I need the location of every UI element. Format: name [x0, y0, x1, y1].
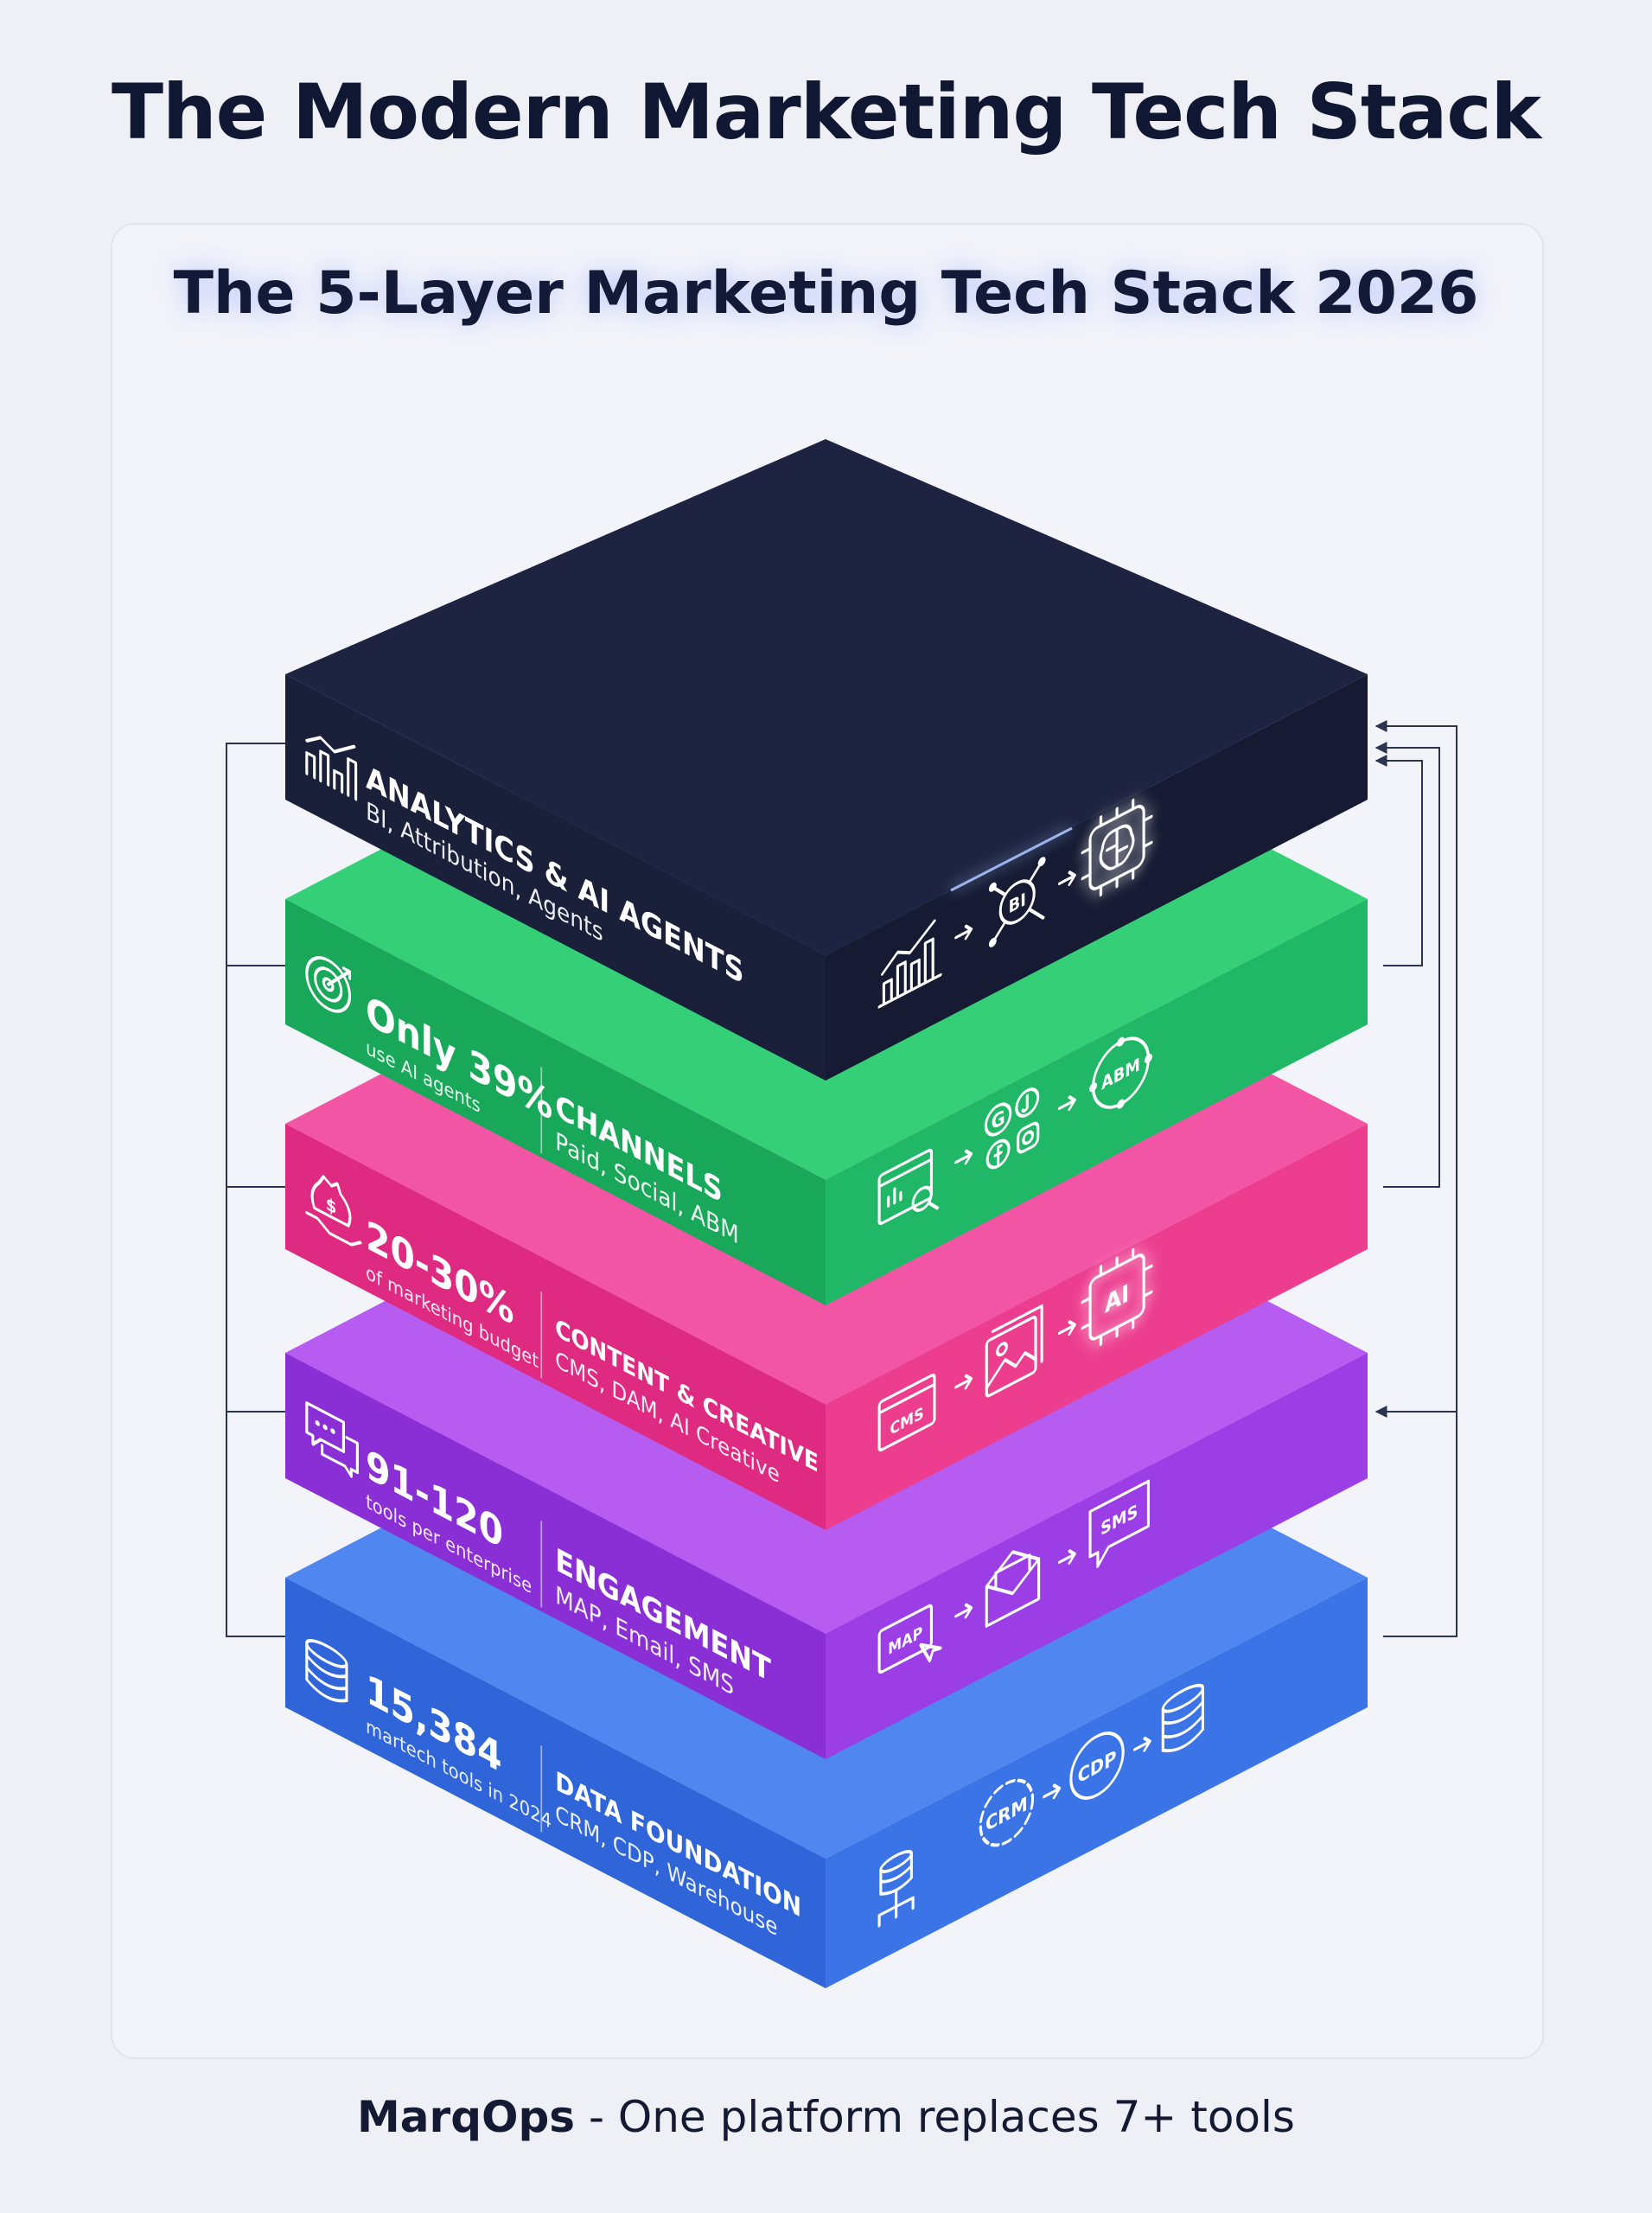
bi-network-icon: BI [988, 857, 1046, 947]
database-icon [305, 1639, 348, 1703]
data-network-icon [877, 1849, 915, 1928]
money-bag-icon: $ [305, 1175, 362, 1247]
svg-text:$: $ [326, 1193, 336, 1219]
page-title: The Modern Marketing Tech Stack [111, 67, 1541, 156]
brand-name: MarqOps [357, 2092, 576, 2142]
google-label: G [992, 1106, 1005, 1135]
right-connectors [1375, 720, 1457, 1637]
chat-icon [305, 1401, 359, 1478]
social-logos-icon: G [984, 1087, 1040, 1170]
image-gallery-icon [985, 1304, 1043, 1398]
email-icon [985, 1550, 1041, 1628]
bi-label: BI [1009, 888, 1026, 917]
stack-diagram: 15,384 martech tools in 2024 DATA FOUNDA… [226, 439, 1457, 1988]
chart-trend-icon [305, 736, 358, 801]
bar-chart-icon [877, 919, 942, 1009]
layer-analytics: ANALYTICS & AI AGENTS BI, Attribution, A… [285, 439, 1368, 1081]
card-title: The 5-Layer Marketing Tech Stack 2026 [173, 259, 1479, 328]
target-icon [305, 956, 352, 1013]
warehouse-icon [1161, 1683, 1204, 1753]
left-connectors [226, 743, 285, 1637]
ai-brain-chip-icon [1081, 798, 1153, 897]
footer-text: - One platform replaces 7+ tools [575, 2092, 1295, 2142]
footer-tagline: MarqOps - One platform replaces 7+ tools [0, 2092, 1652, 2142]
search-analytics-icon [877, 1148, 940, 1226]
